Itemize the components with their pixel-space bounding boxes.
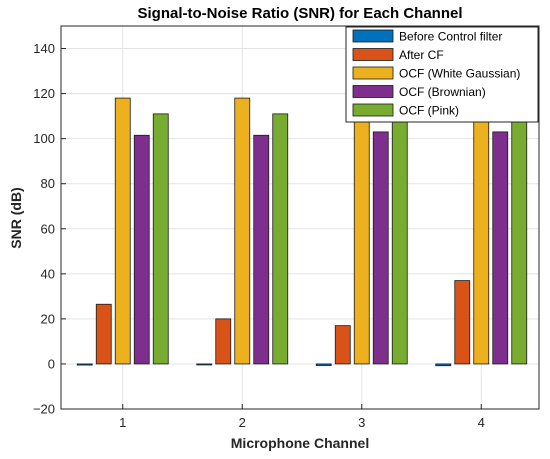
y-tick-label: 80 [41, 176, 55, 191]
legend-swatch [352, 103, 394, 117]
legend-entry: After CF [399, 48, 444, 62]
bar [95, 303, 112, 365]
x-tick-label: 4 [478, 415, 485, 430]
bar [492, 131, 509, 365]
bar [215, 318, 232, 365]
bar [76, 363, 93, 366]
chart-title: Signal-to-Noise Ratio (SNR) for Each Cha… [137, 5, 462, 22]
y-axis-ticks: −20 0 20 40 60 80 100 120 140 [33, 41, 66, 417]
legend-swatch [352, 85, 394, 98]
y-tick-label: 120 [33, 86, 55, 101]
x-tick-label: 3 [358, 415, 365, 430]
bar [372, 131, 389, 365]
x-axis-ticks: 1 2 3 4 [119, 404, 485, 430]
bar [253, 134, 270, 365]
legend-entry: OCF (White Gaussian) [399, 67, 520, 81]
legend-entry: OCF (Brownian) [399, 85, 486, 99]
bar [315, 363, 332, 366]
bars [76, 96, 528, 367]
bar [473, 96, 490, 365]
legend: Before Control filter After CF OCF (White … [345, 26, 539, 123]
legend-entry: OCF (Pink) [399, 104, 459, 118]
y-axis-label: SNR (dB) [8, 187, 24, 248]
y-tick-label: 20 [41, 311, 55, 326]
x-tick-label: 2 [239, 415, 246, 430]
bar [353, 96, 370, 365]
legend-entry: Before Control filter [399, 30, 502, 44]
y-tick-label: −20 [33, 402, 55, 417]
bar [114, 97, 131, 365]
y-tick-label: 0 [48, 356, 55, 371]
bar [391, 113, 408, 365]
legend-swatch [352, 66, 394, 80]
x-axis-label: Microphone Channel [231, 435, 369, 451]
legend-swatch [352, 48, 394, 61]
bar [511, 113, 528, 365]
bar [196, 363, 213, 366]
bar [334, 325, 351, 365]
bar [272, 113, 289, 365]
bar [234, 97, 251, 365]
plot-frame [60, 25, 540, 410]
legend-swatch [352, 29, 394, 43]
y-tick-label: 100 [33, 131, 55, 146]
y-tick-label: 140 [33, 41, 55, 56]
bar [152, 113, 169, 365]
bar [133, 134, 150, 365]
y-tick-label: 60 [41, 221, 55, 236]
bar [454, 280, 471, 365]
bar [435, 363, 452, 367]
y-tick-label: 40 [41, 266, 55, 281]
x-tick-label: 1 [119, 415, 126, 430]
